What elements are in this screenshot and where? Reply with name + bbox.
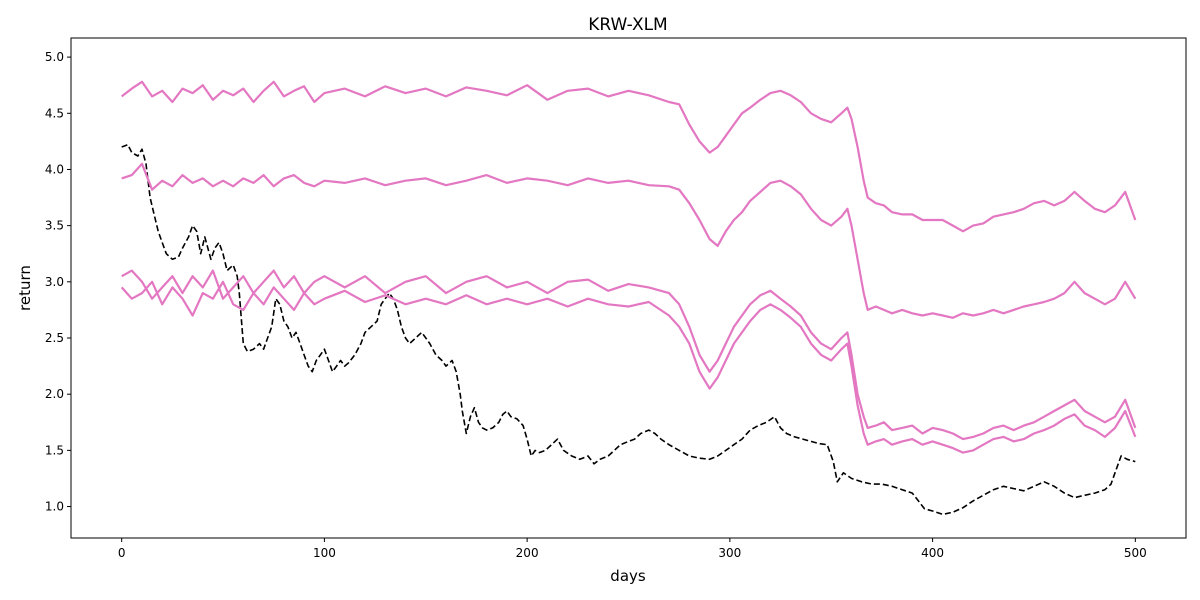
x-tick-label: 0 xyxy=(118,546,126,560)
y-tick-label: 3.5 xyxy=(45,219,64,233)
x-tick-label: 500 xyxy=(1124,546,1147,560)
x-tick-label: 400 xyxy=(921,546,944,560)
series-line-1 xyxy=(121,80,1137,233)
series-line-3 xyxy=(121,269,1137,441)
x-tick-label: 200 xyxy=(516,546,539,560)
y-tick-label: 2.0 xyxy=(45,387,64,401)
y-tick-label: 2.5 xyxy=(45,331,64,345)
y-tick-label: 4.5 xyxy=(45,106,64,120)
series-line-0 xyxy=(121,143,1136,516)
x-axis-label: days xyxy=(610,567,646,585)
y-axis: 1.0 1.5 2.0 2.5 3.0 3.5 4.0 4.5 5.0 xyxy=(45,50,71,514)
x-tick-label: 300 xyxy=(718,546,741,560)
y-tick-label: 5.0 xyxy=(45,50,64,64)
series-line-4 xyxy=(120,280,1137,454)
series-line-2 xyxy=(121,162,1137,319)
y-tick-label: 1.5 xyxy=(45,443,64,457)
y-tick-label: 3.0 xyxy=(45,275,64,289)
x-axis: 0 100 200 300 400 500 xyxy=(118,538,1147,560)
y-axis-label: return xyxy=(16,265,34,311)
y-tick-label: 1.0 xyxy=(45,500,64,514)
y-tick-label: 4.0 xyxy=(45,162,64,176)
plot-frame xyxy=(70,37,1187,539)
series-layer xyxy=(120,80,1137,516)
x-tick-label: 100 xyxy=(313,546,336,560)
chart-title: KRW-XLM xyxy=(588,15,667,35)
